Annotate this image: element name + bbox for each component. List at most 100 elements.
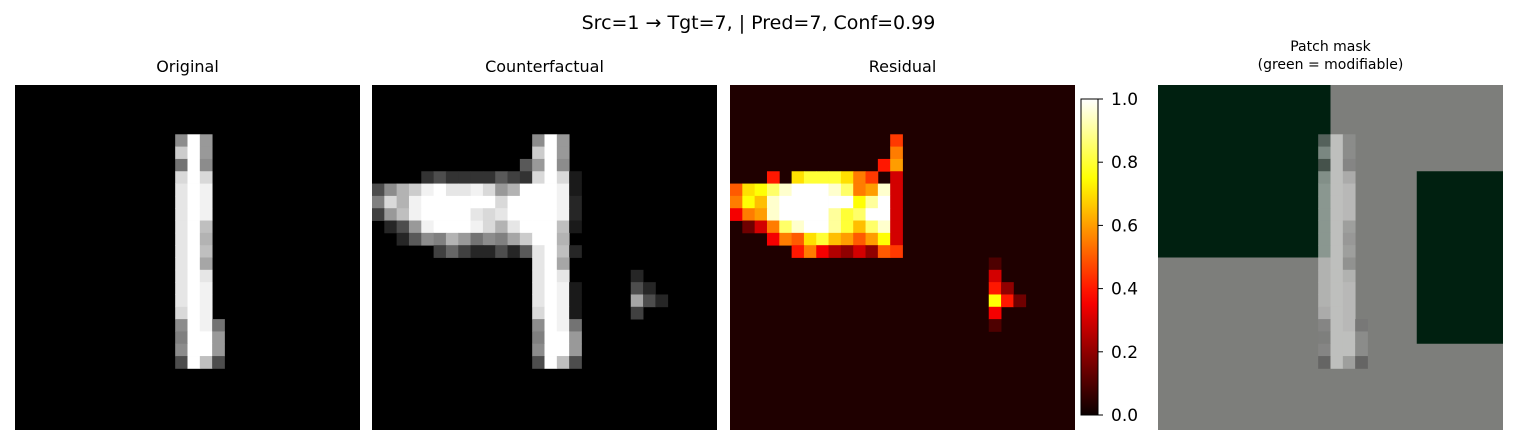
- pixel-cell: [507, 245, 521, 258]
- pixel-cell: [791, 208, 805, 221]
- pixel-cell: [877, 245, 891, 258]
- colorbar-tick-label: 0.2: [1111, 343, 1138, 363]
- pixel-cell: [199, 171, 213, 184]
- pixel-cell: [175, 183, 188, 197]
- pixel-cell: [544, 269, 558, 283]
- pixel-cell: [853, 208, 866, 221]
- pixel-cell: [544, 257, 558, 271]
- pixel-cell: [507, 232, 521, 246]
- digit-pixel: [1330, 208, 1344, 221]
- pixel-cell: [877, 183, 891, 197]
- pixel-cell: [569, 195, 582, 209]
- pixel-cell: [458, 232, 471, 246]
- digit-pixel: [1330, 232, 1344, 246]
- pixel-cell: [519, 195, 533, 209]
- pixel-cell: [816, 232, 829, 246]
- pixel-cell: [175, 343, 188, 357]
- pixel-cell: [791, 171, 805, 184]
- pixel-cell: [482, 171, 496, 184]
- pixel-cell: [803, 171, 817, 184]
- residual-heatmap: [730, 85, 1075, 430]
- pixel-cell: [532, 146, 545, 160]
- pixel-cell: [212, 319, 225, 332]
- pixel-cell: [655, 294, 669, 308]
- pixel-cell: [199, 257, 213, 271]
- pixel-cell: [544, 171, 558, 184]
- pixel-cell: [470, 245, 484, 258]
- pixel-cell: [175, 134, 188, 148]
- pixel-cell: [421, 171, 435, 184]
- pixel-cell: [556, 306, 570, 320]
- pixel-cell: [458, 245, 471, 258]
- pixel-cell: [396, 232, 410, 246]
- pixel-cell: [532, 195, 545, 209]
- pixel-cell: [212, 343, 225, 357]
- pixel-cell: [507, 220, 521, 234]
- digit-pixel: [1318, 319, 1331, 332]
- pixel-cell: [199, 220, 213, 234]
- pixel-cell: [433, 195, 447, 209]
- pixel-cell: [532, 319, 545, 332]
- digit-pixel: [1342, 319, 1356, 332]
- pixel-cell: [519, 245, 533, 258]
- pixel-cell: [569, 331, 582, 345]
- pixel-cell: [779, 220, 793, 234]
- pixel-cell: [408, 208, 422, 221]
- pixel-cell: [865, 245, 879, 258]
- pixel-cell: [877, 158, 891, 172]
- pixel-cell: [544, 220, 558, 234]
- pixel-cell: [630, 269, 644, 283]
- residual-heatmap-panel: [730, 85, 1075, 430]
- pixel-cell: [175, 269, 188, 283]
- pixel-cell: [779, 195, 793, 209]
- pixel-cell: [199, 195, 213, 209]
- pixel-cell: [433, 220, 447, 234]
- pixel-cell: [803, 245, 817, 258]
- pixel-cell: [556, 294, 570, 308]
- pixel-cell: [175, 257, 188, 271]
- digit-pixel: [1318, 220, 1331, 234]
- pixel-cell: [556, 343, 570, 357]
- mask-title-line2: (green = modifiable): [1257, 57, 1404, 73]
- original-image: [15, 85, 360, 430]
- digit-pixel: [1318, 208, 1331, 221]
- pixel-cell: [187, 343, 201, 357]
- pixel-cell: [865, 208, 879, 221]
- pixel-cell: [730, 183, 743, 197]
- mask-title-line1: Patch mask: [1290, 39, 1371, 55]
- digit-pixel: [1330, 269, 1344, 283]
- panel-title-mask: Patch mask (green = modifiable): [1158, 38, 1503, 74]
- pixel-cell: [384, 183, 398, 197]
- pixel-cell: [569, 220, 582, 234]
- digit-pixel: [1342, 269, 1356, 283]
- pixel-cell: [495, 195, 508, 209]
- pixel-cell: [630, 282, 644, 295]
- pixel-cell: [1001, 294, 1014, 308]
- pixel-cell: [779, 183, 793, 197]
- pixel-cell: [544, 245, 558, 258]
- pixel-cell: [445, 220, 459, 234]
- digit-pixel: [1342, 343, 1356, 357]
- pixel-cell: [175, 195, 188, 209]
- pixel-cell: [445, 208, 459, 221]
- pixel-cell: [495, 183, 508, 197]
- pixel-cell: [175, 232, 188, 246]
- pixel-cell: [507, 208, 521, 221]
- pixel-cell: [803, 195, 817, 209]
- pixel-cell: [372, 208, 385, 221]
- pixel-cell: [730, 208, 743, 221]
- panel-title-counterfactual: Counterfactual: [485, 57, 604, 76]
- digit-pixel: [1318, 282, 1331, 295]
- pixel-cell: [544, 146, 558, 160]
- pixel-cell: [865, 171, 879, 184]
- pixel-cell: [396, 195, 410, 209]
- digit-pixel: [1318, 134, 1331, 148]
- pixel-cell: [890, 158, 903, 172]
- digit-pixel: [1342, 158, 1356, 172]
- pixel-cell: [384, 208, 398, 221]
- pixel-cell: [187, 134, 201, 148]
- digit-pixel: [1330, 294, 1344, 308]
- pixel-cell: [865, 220, 879, 234]
- pixel-cell: [199, 294, 213, 308]
- pixel-cell: [556, 282, 570, 295]
